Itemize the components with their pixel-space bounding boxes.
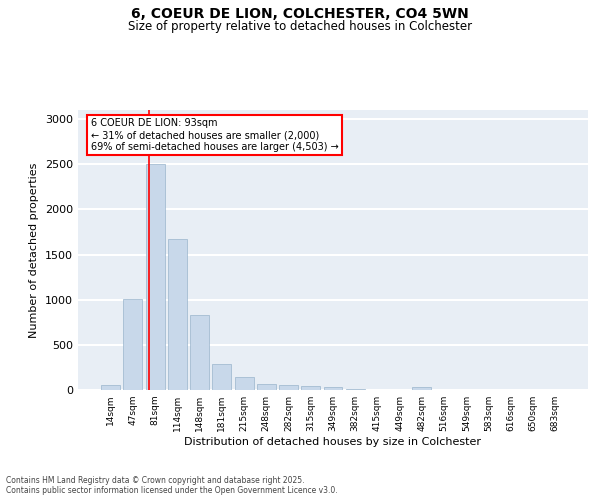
X-axis label: Distribution of detached houses by size in Colchester: Distribution of detached houses by size … xyxy=(185,437,482,447)
Bar xyxy=(101,384,120,390)
Text: Size of property relative to detached houses in Colchester: Size of property relative to detached ho… xyxy=(128,20,472,33)
Text: Contains HM Land Registry data © Crown copyright and database right 2025.
Contai: Contains HM Land Registry data © Crown c… xyxy=(6,476,338,495)
Bar xyxy=(146,164,164,390)
Bar xyxy=(257,384,276,390)
Text: 6 COEUR DE LION: 93sqm
← 31% of detached houses are smaller (2,000)
69% of semi-: 6 COEUR DE LION: 93sqm ← 31% of detached… xyxy=(91,118,338,152)
Bar xyxy=(124,299,142,390)
Bar xyxy=(346,388,365,390)
Y-axis label: Number of detached properties: Number of detached properties xyxy=(29,162,40,338)
Bar xyxy=(301,386,320,390)
Bar xyxy=(323,388,343,390)
Bar xyxy=(190,315,209,390)
Bar xyxy=(235,378,254,390)
Bar xyxy=(212,364,231,390)
Bar xyxy=(412,388,431,390)
Bar xyxy=(279,385,298,390)
Text: 6, COEUR DE LION, COLCHESTER, CO4 5WN: 6, COEUR DE LION, COLCHESTER, CO4 5WN xyxy=(131,8,469,22)
Bar xyxy=(168,239,187,390)
